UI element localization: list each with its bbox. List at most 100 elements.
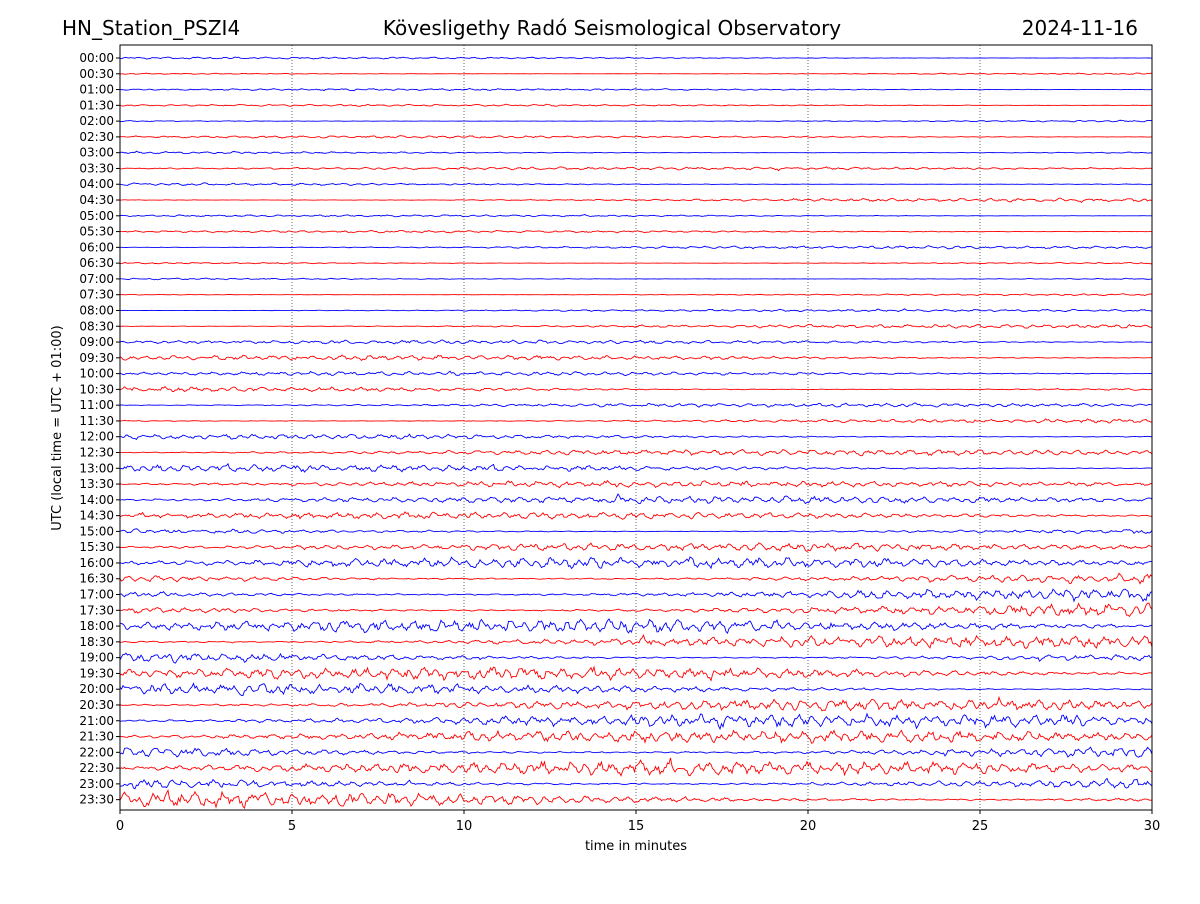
y-tick-label: 03:00	[79, 146, 114, 160]
y-tick-label: 23:30	[79, 793, 114, 807]
y-tick-label: 18:30	[79, 635, 114, 649]
trace-2100	[119, 712, 1153, 731]
x-tick-label: 30	[1144, 819, 1161, 834]
y-tick-label: 09:00	[79, 335, 114, 349]
y-tick-label: 14:00	[79, 493, 114, 507]
y-tick-label: 00:30	[79, 67, 114, 81]
y-tick-label: 16:00	[79, 556, 114, 570]
trace-0530	[119, 229, 1153, 234]
trace-2130	[119, 729, 1153, 744]
x-tick-label: 0	[116, 819, 124, 834]
trace-0600	[119, 245, 1153, 250]
y-tick-label: 15:00	[79, 524, 114, 538]
y-tick-label: 12:30	[79, 446, 114, 460]
trace-1330	[119, 479, 1153, 489]
trace-1430	[119, 511, 1153, 520]
trace-1830	[119, 633, 1153, 649]
trace-0830	[119, 324, 1153, 329]
trace-1800	[119, 618, 1153, 635]
y-tick-label: 07:00	[79, 272, 114, 286]
y-tick-label: 04:30	[79, 193, 114, 207]
trace-0100	[119, 88, 1153, 92]
y-tick-label: 02:00	[79, 114, 114, 128]
y-tick-label: 13:00	[79, 461, 114, 475]
y-tick-label: 11:30	[79, 414, 114, 428]
y-tick-label: 20:30	[79, 698, 114, 712]
trace-2000	[119, 682, 1153, 696]
trace-0730	[119, 293, 1153, 297]
date-title: 2024-11-16	[1022, 16, 1138, 40]
y-tick-label: 11:00	[79, 398, 114, 412]
trace-1000	[119, 370, 1153, 377]
y-axis-label: UTC (local time = UTC + 01:00)	[50, 325, 65, 530]
y-tick-label: 00:00	[79, 51, 114, 65]
trace-0030	[119, 72, 1153, 75]
trace-0500	[119, 213, 1152, 218]
y-tick-label: 17:00	[79, 588, 114, 602]
trace-0130	[119, 103, 1153, 107]
trace-0700	[119, 277, 1153, 281]
y-tick-label: 15:30	[79, 540, 114, 554]
trace-1700	[119, 588, 1153, 603]
x-tick-label: 15	[628, 819, 645, 834]
trace-1900	[119, 652, 1153, 664]
trace-1730	[119, 602, 1153, 618]
y-tick-label: 05:00	[79, 209, 114, 223]
trace-0430	[119, 197, 1153, 204]
trace-1100	[119, 402, 1153, 408]
trace-0200	[119, 119, 1153, 123]
y-tick-label: 05:30	[79, 225, 114, 239]
x-tick-label: 20	[800, 819, 817, 834]
x-tick-label: 5	[288, 819, 296, 834]
trace-1500	[119, 528, 1153, 534]
plot-frame	[119, 44, 1153, 811]
y-tick-label: 12:00	[79, 430, 114, 444]
y-tick-label: 09:30	[79, 351, 114, 365]
trace-0300	[119, 150, 1153, 155]
y-tick-label: 21:30	[79, 730, 114, 744]
trace-2200	[119, 746, 1153, 758]
x-axis-ticks: 0 5 10 15 20 25 30	[116, 810, 1160, 834]
trace-1930	[119, 665, 1153, 682]
trace-2330	[119, 789, 1153, 810]
y-tick-label: 04:00	[79, 177, 114, 191]
y-tick-label: 16:30	[79, 572, 114, 586]
trace-0230	[119, 135, 1153, 139]
trace-0930	[119, 354, 1153, 362]
x-axis-label: time in minutes	[585, 839, 687, 854]
y-tick-label: 20:00	[79, 682, 114, 696]
y-tick-label: 17:30	[79, 603, 114, 617]
station-title: HN_Station_PSZI4	[62, 16, 240, 40]
y-tick-label: 22:00	[79, 745, 114, 759]
trace-2230	[119, 757, 1153, 777]
trace-0330	[119, 166, 1153, 172]
y-tick-label: 19:00	[79, 651, 114, 665]
trace-1200	[119, 433, 1153, 441]
y-tick-label: 10:00	[79, 367, 114, 381]
trace-2300	[119, 777, 1153, 790]
y-tick-label: 06:00	[79, 240, 114, 254]
x-tick-label: 25	[972, 819, 989, 834]
y-tick-label: 06:30	[79, 256, 114, 270]
y-tick-label: 03:30	[79, 161, 114, 175]
trace-1300	[119, 462, 1153, 473]
y-tick-label: 21:00	[79, 714, 114, 728]
y-tick-label: 19:30	[79, 666, 114, 680]
trace-0000	[119, 56, 1153, 60]
trace-1400	[119, 493, 1153, 505]
y-tick-label: 14:30	[79, 509, 114, 523]
trace-group	[119, 56, 1153, 810]
y-tick-label: 08:00	[79, 303, 114, 317]
trace-0400	[119, 182, 1153, 186]
y-tick-label: 22:30	[79, 761, 114, 775]
trace-1030	[119, 386, 1153, 393]
trace-1130	[119, 418, 1153, 424]
trace-1530	[119, 542, 1153, 552]
trace-0630	[119, 261, 1153, 265]
y-tick-label: 13:30	[79, 477, 114, 491]
trace-1630	[119, 572, 1153, 585]
y-tick-label: 02:30	[79, 130, 114, 144]
